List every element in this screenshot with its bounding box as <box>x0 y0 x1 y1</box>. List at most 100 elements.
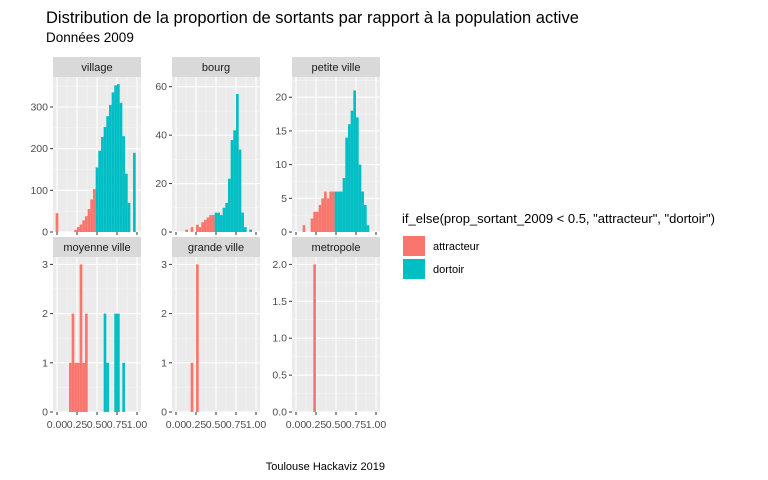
histogram-bar <box>106 362 109 412</box>
facet-strip-label: metropole <box>312 242 361 254</box>
histogram-bar <box>117 313 120 412</box>
histogram-bar <box>82 362 85 412</box>
histogram-bar <box>326 198 330 232</box>
histogram-bar <box>190 362 194 412</box>
legend-title: if_else(prop_sortant_2009 < 0.5, "attrac… <box>402 211 715 226</box>
histogram-bar <box>114 313 117 412</box>
histogram-bar <box>77 362 80 412</box>
histogram-bar <box>204 219 207 232</box>
facet-metropole: metropole 0.0 0.5 1.0 1.5 2.0 0.00 0.25 0.50 0.75… <box>272 237 386 431</box>
histogram-bar <box>233 130 236 232</box>
histogram-bar <box>77 227 80 232</box>
y-tick-label: 5 <box>281 193 287 205</box>
histogram-bar <box>209 215 212 232</box>
histogram-bar <box>114 85 117 232</box>
x-tick-label: 0.00 <box>286 419 307 431</box>
histogram-bar <box>230 139 234 232</box>
histogram-bar <box>249 229 252 232</box>
histogram-bar <box>206 217 210 232</box>
facet-grande-ville: grande ville 0 1 2 3 0.00 0.25 0.50 0.75 1.00 <box>161 237 266 431</box>
y-tick-label: 200 <box>30 143 48 155</box>
histogram-bar <box>90 199 93 232</box>
histogram-bar <box>196 224 199 232</box>
histogram-bar <box>225 202 228 232</box>
histogram-bar <box>238 149 242 232</box>
facet-strip-label: village <box>81 62 112 74</box>
histogram-bar <box>329 191 332 232</box>
facet-strip-label: bourg <box>202 62 230 74</box>
histogram-bar <box>244 227 247 232</box>
histogram-bar <box>95 167 99 232</box>
histogram-bar <box>196 264 199 412</box>
y-tick-label: 0.5 <box>272 370 287 382</box>
legend-label-attracteur: attracteur <box>433 241 480 253</box>
y-tick-label: 0 <box>161 227 167 239</box>
facet-village: village 0 100 200 300 <box>30 57 141 239</box>
y-tick-label: 0 <box>281 227 287 239</box>
facet-strip <box>292 237 380 257</box>
histogram-bar <box>127 202 131 232</box>
y-tick-label: 100 <box>30 185 48 197</box>
histogram-bar <box>79 264 83 412</box>
histogram-bar <box>93 189 96 232</box>
histogram-bar <box>85 216 88 232</box>
histogram-bar <box>302 225 306 232</box>
facet-strip <box>172 237 260 257</box>
histogram-bar <box>125 173 128 232</box>
facet-petite-ville: petite ville 0 5 10 15 20 <box>275 57 380 239</box>
histogram-bar <box>340 191 343 232</box>
histogram-bar <box>190 227 194 232</box>
y-tick-label: 20 <box>155 178 167 190</box>
y-tick-label: 2 <box>42 308 48 320</box>
x-tick-label: 1.00 <box>246 419 267 431</box>
histogram-bar <box>337 191 340 232</box>
histogram-bar <box>228 178 231 232</box>
histogram-bar <box>79 224 83 232</box>
x-tick-label: 0.50 <box>326 419 347 431</box>
x-tick-label: 1.00 <box>366 419 387 431</box>
facet-strip-label: grande ville <box>188 242 244 254</box>
y-tick-label: 10 <box>275 159 287 171</box>
y-tick-label: 1.5 <box>272 296 287 308</box>
histogram-bar <box>69 362 72 412</box>
x-tick-label: 1.00 <box>127 419 148 431</box>
y-tick-label: 1 <box>161 357 167 369</box>
x-tick-label: 0.50 <box>206 419 227 431</box>
y-tick-label: 0.0 <box>272 407 287 419</box>
histogram-bar <box>313 211 316 232</box>
histogram-bar <box>117 84 120 232</box>
histogram-bar <box>103 313 107 412</box>
histogram-bar <box>87 209 91 232</box>
histogram-bar <box>122 362 125 412</box>
histogram-bar <box>334 191 338 232</box>
x-tick-label: 0.00 <box>166 419 187 431</box>
histogram-bar <box>321 198 324 232</box>
histogram-bar <box>74 362 77 412</box>
y-tick-label: 2.0 <box>272 259 287 271</box>
histogram-bar <box>241 212 244 232</box>
histogram-bar <box>212 215 215 232</box>
x-tick-label: 0.75 <box>346 419 367 431</box>
facet-strip-label: moyenne ville <box>63 242 130 254</box>
x-tick-label: 0.25 <box>306 419 327 431</box>
y-tick-label: 3 <box>161 259 167 271</box>
chart-subtitle: Données 2009 <box>46 30 134 45</box>
histogram-bar <box>119 102 123 232</box>
histogram-bar <box>109 104 112 232</box>
histogram-bar <box>353 90 356 232</box>
histogram-bar <box>220 215 223 232</box>
histogram-bar <box>310 218 314 232</box>
histogram-bar <box>345 137 348 232</box>
x-tick-label: 0.25 <box>67 419 88 431</box>
histogram-bar <box>332 191 335 232</box>
histogram-bar <box>71 313 75 412</box>
histogram-bar <box>361 191 364 232</box>
histogram-bar <box>313 264 316 412</box>
facet-strip <box>172 57 260 77</box>
x-tick-label: 0.25 <box>186 419 207 431</box>
histogram-bar <box>316 211 319 232</box>
histogram-bar <box>222 207 226 232</box>
histogram-bar <box>133 152 136 232</box>
